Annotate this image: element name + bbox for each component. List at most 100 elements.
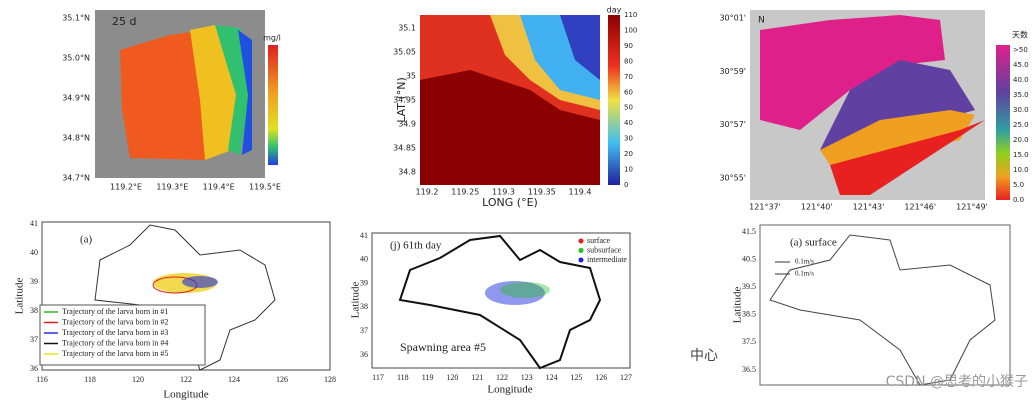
x-tick-label: 128: [324, 375, 336, 384]
legend-label: Trajectory of the larva born in #3: [62, 328, 168, 337]
x-tick-label: 117: [372, 373, 384, 382]
colorbar-tick-label: 10: [624, 166, 633, 174]
x-tick-label: 126: [276, 375, 288, 384]
y-tick-label: 40: [30, 248, 38, 257]
legend-label: Trajectory of the larva born in #5: [62, 349, 168, 358]
map-field: [760, 15, 945, 130]
colorbar-tick-label: 70: [624, 73, 633, 81]
scale-label: 0.1m/s: [795, 270, 814, 278]
x-tick-label: 122: [180, 375, 192, 384]
x-tick-label: 120: [132, 375, 144, 384]
y-axis-label: Latitude: [14, 278, 26, 315]
x-tick-label: 119.2°E: [110, 183, 142, 192]
colorbar-tick-label: 0.0: [1013, 196, 1024, 204]
colorbar-title: 天数: [1012, 30, 1028, 40]
y-axis-label: Latitude: [732, 287, 744, 324]
legend-label: Trajectory of the larva born in #4: [62, 338, 168, 347]
y-tick-label: 40.5: [742, 254, 756, 263]
map-field: [238, 30, 252, 155]
y-tick-label: 41: [30, 219, 38, 228]
map-field: [215, 25, 250, 155]
x-tick-label: 119.2: [416, 188, 439, 197]
y-tick-label: 34.95: [393, 96, 416, 105]
trajectory-cloud: [182, 276, 218, 288]
colorbar-tick-label: 80: [624, 57, 633, 65]
legend-label: intermediate: [587, 255, 627, 264]
y-tick-label: 37: [30, 335, 38, 344]
colorbar: [996, 45, 1010, 200]
colorbar-tick-label: 90: [624, 42, 633, 50]
y-tick-label: 37: [360, 326, 368, 335]
y-tick-label: 36.5: [742, 365, 756, 374]
particle-cloud: [500, 282, 550, 298]
map-field: [120, 30, 205, 160]
y-tick-label: 34.7°N: [62, 174, 90, 183]
y-tick-label: 38: [360, 302, 368, 311]
x-tick-label: 121°49': [956, 203, 988, 212]
y-tick-label: 38: [30, 306, 38, 315]
y-tick-label: 35.1: [398, 24, 416, 33]
y-tick-label: 34.9: [398, 120, 416, 129]
colorbar-tick-label: 100: [624, 26, 637, 34]
x-tick-label: 118: [397, 373, 409, 382]
colorbar-tick-label: 0: [624, 181, 628, 189]
y-tick-label: 30°01': [719, 14, 746, 23]
x-tick-label: 119.3: [492, 188, 515, 197]
scale-label: 0.1m/s: [795, 258, 814, 266]
colorbar-tick-label: 45.0: [1013, 61, 1029, 69]
y-tick-label: 34.9°N: [62, 94, 90, 103]
colorbar-title: day: [607, 6, 622, 15]
y-tick-label: 34.8°N: [62, 134, 90, 143]
colorbar-tick-label: >50: [1013, 46, 1028, 54]
x-axis-label: LONG (°E): [482, 196, 538, 209]
colorbar: [268, 45, 278, 165]
x-tick-label: 119.3°E: [156, 183, 188, 192]
x-tick-label: 124: [546, 373, 558, 382]
particle-cloud: [485, 281, 545, 305]
colorbar-tick-label: 30.0: [1013, 106, 1029, 114]
map-frame: [759, 224, 1011, 386]
legend-swatch: [578, 248, 584, 253]
y-tick-label: 35.1°N: [62, 14, 90, 23]
panel-label: (a) surface: [790, 237, 837, 249]
y-tick-label: 37.5: [742, 337, 756, 346]
x-tick-label: 120: [446, 373, 458, 382]
colorbar-tick-label: 40.0: [1013, 76, 1029, 84]
colorbar-tick-label: 110: [624, 11, 637, 19]
y-axis-label: LAT (°N): [395, 77, 408, 123]
y-tick-label: 34.85: [393, 144, 416, 153]
colorbar-tick-label: 20: [624, 150, 633, 158]
x-tick-label: 119.4°E: [203, 183, 235, 192]
y-tick-label: 30°59': [719, 67, 746, 76]
panel-label: 25 d: [112, 15, 136, 28]
x-axis-label: Longitude: [487, 384, 532, 396]
y-tick-label: 36: [30, 364, 38, 373]
y-tick-label: 35: [406, 72, 416, 81]
annotation: Spawning area #5: [400, 340, 486, 354]
map-field: [820, 110, 975, 165]
x-tick-label: 119.25: [451, 188, 479, 197]
panel-label: (a): [80, 234, 93, 246]
y-tick-label: 35.05: [393, 48, 416, 57]
x-tick-label: 121°40': [801, 203, 833, 212]
text-fragment: 中心: [690, 348, 718, 364]
legend-box: [39, 304, 206, 366]
x-tick-label: 119.35: [528, 188, 556, 197]
colorbar-tick-label: 25.0: [1013, 121, 1029, 129]
y-tick-label: 39: [30, 277, 38, 286]
colorbar-tick-label: 30: [624, 135, 633, 143]
colorbar-tick-label: 40: [624, 119, 633, 127]
colorbar-tick-label: 35.0: [1013, 91, 1029, 99]
x-axis-label: Longitude: [163, 389, 208, 401]
x-tick-label: 123: [521, 373, 533, 382]
x-tick-label: 126: [595, 373, 607, 382]
x-tick-label: 121: [471, 373, 483, 382]
watermark: CSDN @思考的小猴子: [886, 374, 1028, 390]
x-tick-label: 119.5°E: [249, 183, 281, 192]
y-tick-label: 39.5: [742, 282, 756, 291]
x-tick-label: 118: [84, 375, 96, 384]
legend-swatch: [578, 257, 584, 263]
north-arrow: N: [758, 16, 765, 26]
colorbar: [608, 15, 620, 185]
y-tick-label: 34.8: [398, 168, 416, 177]
